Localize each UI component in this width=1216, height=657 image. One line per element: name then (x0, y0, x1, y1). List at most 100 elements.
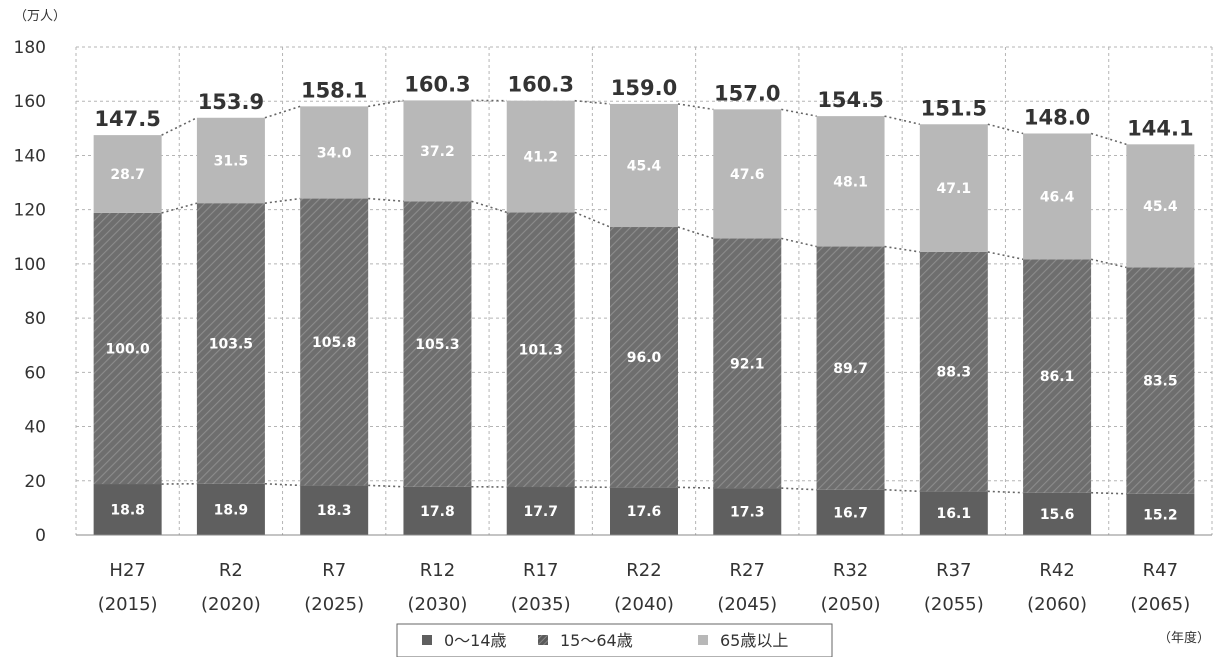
connector-line (574, 211, 611, 228)
data-label: 105.8 (312, 335, 356, 351)
total-label: 160.3 (404, 72, 470, 96)
legend-label: 0～14歳 (444, 631, 507, 650)
bar-segment-age-15-64 (1023, 259, 1092, 493)
data-label: 17.8 (420, 504, 455, 520)
bar-segment-age-65-plus (196, 117, 265, 204)
connector-line (884, 488, 920, 493)
y-tick-label: 20 (24, 472, 46, 492)
bar-segment-age-0-14 (919, 491, 988, 535)
data-label: 18.3 (317, 503, 352, 519)
data-label: 105.3 (415, 337, 459, 353)
total-label: 148.0 (1024, 105, 1090, 129)
data-label: 88.3 (937, 365, 972, 381)
bar-segment-age-65-plus (816, 116, 885, 247)
y-tick-label: 100 (14, 255, 46, 275)
x-tick-label: R7 (322, 560, 346, 581)
x-tick-year: (2060) (1027, 594, 1087, 615)
bar-segment-age-0-14 (196, 483, 265, 535)
y-axis-unit: （万人） (14, 9, 66, 24)
bar-segment-age-65-plus (403, 100, 472, 202)
data-label: 18.8 (110, 503, 145, 519)
x-tick-year: (2065) (1130, 594, 1190, 615)
data-label: 16.7 (833, 505, 868, 521)
x-tick-year: (2030) (408, 594, 468, 615)
total-label: 159.0 (611, 76, 677, 100)
legend-label: 15～64歳 (560, 631, 633, 650)
x-tick-year: (2045) (717, 594, 777, 615)
bar-segment-age-0-14 (1126, 493, 1195, 535)
bar-segment-age-0-14 (300, 485, 369, 535)
y-tick-label: 160 (14, 92, 46, 112)
y-tick-label: 80 (24, 309, 46, 329)
data-label: 17.6 (627, 504, 662, 520)
bar-segment-age-0-14 (610, 487, 678, 535)
total-label: 151.5 (921, 96, 987, 120)
total-label: 158.1 (301, 78, 367, 102)
data-label: 45.4 (1143, 199, 1178, 215)
x-tick-year: (2055) (924, 594, 984, 615)
data-label: 101.3 (519, 343, 563, 359)
y-tick-label: 120 (14, 201, 46, 221)
data-label: 92.1 (730, 356, 765, 372)
x-tick-label: R47 (1143, 560, 1178, 581)
connector-line (1091, 491, 1127, 495)
x-tick-year: (2040) (614, 594, 674, 615)
bar-segment-age-15-64 (506, 212, 575, 488)
data-label: 48.1 (833, 174, 868, 190)
x-tick-year: (2035) (511, 594, 571, 615)
x-tick-label: R2 (219, 560, 243, 581)
bar-segment-age-0-14 (506, 487, 575, 535)
bar-segment-age-15-64 (403, 201, 472, 487)
x-tick-label: R17 (523, 560, 558, 581)
y-tick-label: 0 (35, 526, 46, 546)
legend-swatch (422, 635, 432, 645)
bar-segment-age-65-plus (919, 124, 988, 252)
data-label: 17.3 (730, 505, 765, 521)
y-tick-label: 40 (24, 418, 46, 438)
bar-segment-age-15-64 (1126, 267, 1195, 494)
bar-segment-age-0-14 (713, 488, 782, 535)
data-label: 18.9 (214, 502, 249, 518)
connector-line (781, 108, 817, 117)
data-label: 28.7 (110, 167, 145, 183)
data-label: 83.5 (1143, 374, 1178, 390)
data-label: 16.1 (937, 506, 972, 522)
connector-line (264, 197, 301, 204)
total-label: 153.9 (198, 90, 264, 114)
connector-line (1090, 132, 1127, 146)
bar-segment-age-15-64 (93, 212, 162, 485)
legend-box (396, 623, 833, 657)
bar-segment-age-0-14 (403, 486, 472, 535)
bar-segment-age-15-64 (196, 203, 265, 484)
data-label: 15.6 (1040, 507, 1075, 523)
connector-line (884, 245, 920, 253)
connector-line (884, 115, 920, 126)
data-label: 41.2 (523, 150, 558, 166)
x-tick-year: (2025) (304, 594, 364, 615)
total-label: 160.3 (508, 73, 574, 97)
connector-line (987, 123, 1024, 135)
y-tick-label: 180 (14, 38, 46, 58)
data-label: 46.4 (1040, 189, 1075, 205)
x-tick-label: R32 (833, 560, 868, 581)
bar-segment-age-0-14 (1023, 492, 1092, 535)
connector-line (574, 99, 611, 105)
connector-line (677, 486, 714, 489)
x-tick-label: R37 (936, 560, 971, 581)
x-tick-label: H27 (109, 560, 145, 581)
bar-segment-age-65-plus (1023, 133, 1092, 260)
bar-segment-age-65-plus (506, 100, 575, 213)
connector-line (161, 117, 198, 136)
bar-segment-age-15-64 (919, 251, 988, 492)
x-tick-year: (2050) (821, 594, 881, 615)
connector-line (264, 482, 301, 487)
total-label: 157.0 (714, 81, 780, 105)
data-label: 17.7 (523, 504, 558, 520)
bar-segment-age-0-14 (93, 484, 162, 535)
connector-line (677, 103, 714, 111)
x-axis-unit: （年度） (1158, 630, 1210, 646)
data-label: 31.5 (214, 153, 249, 169)
bar-segment-age-15-64 (300, 198, 369, 486)
